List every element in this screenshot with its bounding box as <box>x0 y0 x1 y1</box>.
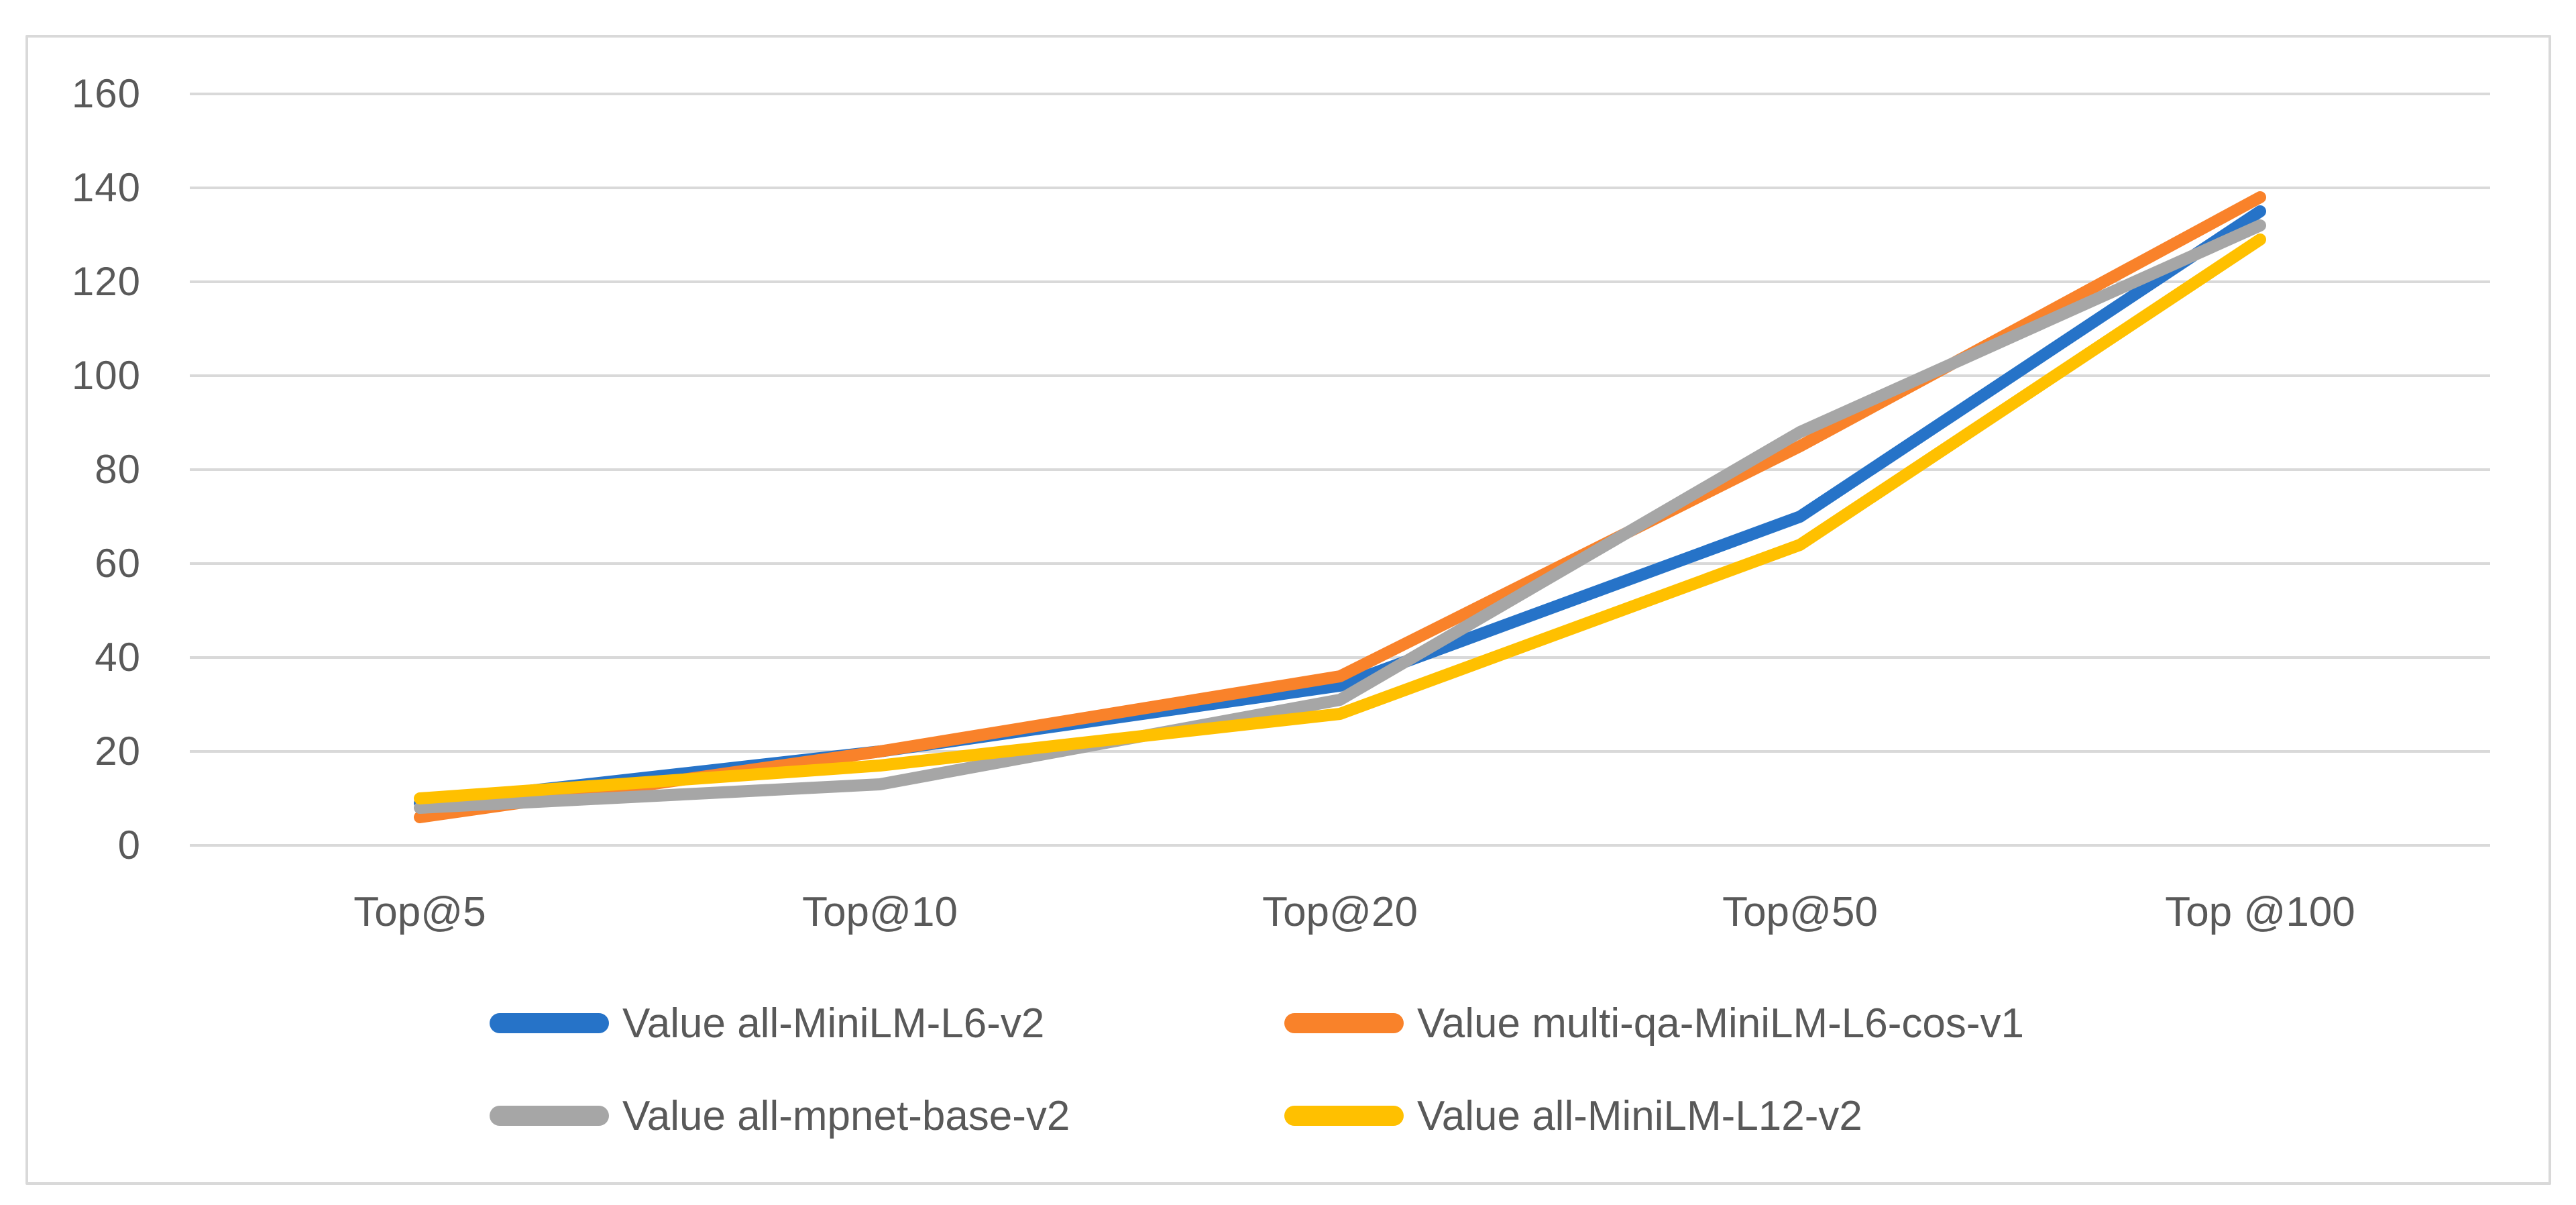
x-axis-category-label: Top@5 <box>353 889 486 935</box>
y-axis-tick-label: 80 <box>95 447 141 492</box>
series-line-2 <box>414 219 2266 814</box>
legend-swatch-icon <box>1284 1106 1404 1126</box>
chart-frame <box>25 35 2551 1185</box>
y-axis-tick-label: 40 <box>95 635 141 680</box>
y-axis-tick-label: 20 <box>95 729 141 774</box>
legend-item: Value multi-qa-MiniLM-L6-cos-v1 <box>1284 994 2024 1052</box>
legend-label: Value all-mpnet-base-v2 <box>622 1092 1070 1139</box>
series-line-1 <box>414 191 2266 823</box>
x-axis-category-label: Top@20 <box>1262 889 1418 935</box>
y-axis-tick-label: 140 <box>71 165 141 210</box>
legend-label: Value all-MiniLM-L6-v2 <box>622 1000 1045 1047</box>
legend-swatch-icon <box>490 1013 609 1033</box>
series-line-3 <box>414 233 2266 804</box>
legend-label: Value all-MiniLM-L12-v2 <box>1417 1092 1862 1139</box>
y-axis-tick-label: 0 <box>117 823 141 868</box>
x-axis-category-label: Top @100 <box>2165 889 2355 935</box>
legend-item: Value all-MiniLM-L6-v2 <box>490 994 1044 1052</box>
x-axis-category-label: Top@50 <box>1722 889 1878 935</box>
y-axis-tick-label: 160 <box>71 71 141 116</box>
legend-item: Value all-MiniLM-L12-v2 <box>1284 1087 1862 1145</box>
y-axis-tick-label: 60 <box>95 541 141 586</box>
x-axis-category-label: Top@10 <box>802 889 958 935</box>
legend-item: Value all-mpnet-base-v2 <box>490 1087 1070 1145</box>
legend-swatch-icon <box>490 1106 609 1126</box>
y-axis-tick-label: 120 <box>71 259 141 304</box>
legend-swatch-icon <box>1284 1013 1404 1033</box>
legend-label: Value multi-qa-MiniLM-L6-cos-v1 <box>1417 1000 2025 1047</box>
y-axis-tick-label: 100 <box>71 353 141 398</box>
